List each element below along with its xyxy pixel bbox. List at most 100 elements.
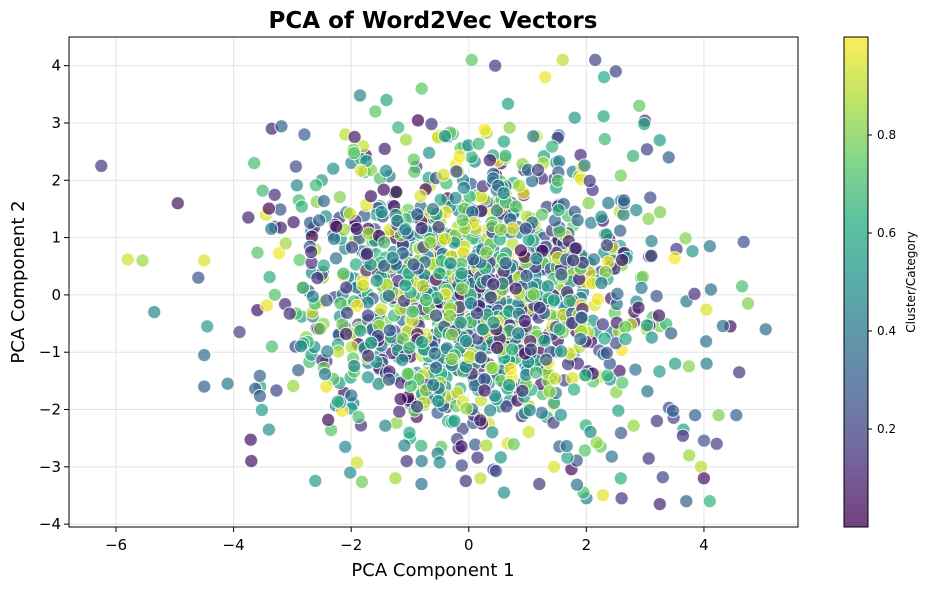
scatter-point <box>286 378 301 394</box>
scatter-point <box>578 368 593 383</box>
scatter-point <box>679 494 694 509</box>
scatter-point <box>444 352 459 367</box>
scatter-point <box>615 375 630 390</box>
scatter-point <box>255 183 270 198</box>
scatter-point <box>505 221 520 236</box>
scatter-point <box>470 450 485 465</box>
scatter-point <box>286 215 301 230</box>
scatter-point <box>615 252 630 268</box>
scatter-point <box>350 298 365 313</box>
scatter-point <box>432 455 447 470</box>
scatter-point <box>339 280 354 295</box>
scatter-point <box>678 231 693 246</box>
scatter-point <box>699 302 714 317</box>
scatter-point <box>490 340 505 355</box>
scatter-point <box>294 199 309 214</box>
scatter-point <box>398 222 413 237</box>
scatter-point <box>282 306 297 321</box>
scatter-point <box>534 207 550 222</box>
scatter-point <box>267 287 282 302</box>
scatter-point <box>423 235 438 250</box>
y-tick-label: −3 <box>39 458 61 476</box>
scatter-point <box>289 178 304 193</box>
scatter-point <box>566 382 582 397</box>
scatter-point <box>552 322 567 337</box>
scatter-point <box>652 133 667 148</box>
scatter-point <box>550 173 565 188</box>
scatter-point <box>618 320 633 335</box>
scatter-point <box>342 206 358 221</box>
scatter-point <box>304 244 319 260</box>
scatter-point <box>709 436 724 451</box>
scatter-point <box>433 192 448 207</box>
scatter-point <box>369 273 384 288</box>
scatter-point <box>293 339 309 354</box>
y-tick-label: −1 <box>39 343 61 361</box>
scatter-point <box>437 129 453 144</box>
scatter-point <box>319 379 334 394</box>
scatter-point <box>664 326 679 341</box>
scatter-point <box>454 458 469 473</box>
scatter-point <box>735 279 750 294</box>
colorbar-tick-label: 0.8 <box>877 128 896 142</box>
scatter-point <box>532 300 547 315</box>
scatter-point <box>388 471 403 486</box>
scatter-point <box>399 454 414 469</box>
scatter-point <box>170 196 185 211</box>
scatter-point <box>503 361 518 377</box>
scatter-point <box>599 238 615 253</box>
scatter-point <box>665 403 681 418</box>
scatter-point <box>618 331 633 347</box>
scatter-point <box>305 289 320 304</box>
scatter-point <box>455 281 470 296</box>
scatter-point <box>506 437 521 452</box>
scatter-point <box>400 366 415 381</box>
colorbar-tick-label: 0.2 <box>877 422 896 436</box>
scatter-point <box>376 182 391 197</box>
scatter-point <box>381 372 397 387</box>
scatter-point <box>498 148 513 163</box>
scatter-point <box>574 310 589 325</box>
scatter-point <box>250 245 265 260</box>
scatter-point <box>453 315 468 330</box>
scatter-point <box>389 184 404 199</box>
scatter-point <box>496 134 511 149</box>
scatter-point <box>395 352 410 368</box>
scatter-point <box>653 205 668 220</box>
scatter-point <box>422 145 437 160</box>
scatter-point <box>403 378 418 393</box>
scatter-point <box>517 313 532 328</box>
scatter-point <box>424 116 439 132</box>
scatter-point <box>379 163 394 178</box>
scatter-point <box>601 195 616 211</box>
scatter-point <box>344 388 359 403</box>
scatter-point <box>539 352 554 367</box>
scatter-point <box>599 345 614 360</box>
scatter-point <box>644 330 659 345</box>
scatter-point <box>402 340 417 355</box>
scatter-point <box>471 136 486 151</box>
scatter-point <box>368 104 383 119</box>
scatter-point <box>639 318 655 333</box>
scatter-point <box>519 268 534 283</box>
scatter-point <box>319 293 334 308</box>
scatter-point <box>681 359 697 374</box>
scatter-point <box>597 132 612 147</box>
scatter-point <box>668 356 683 371</box>
scatter-point <box>329 219 344 234</box>
x-axis-label: PCA Component 1 <box>351 560 514 581</box>
scatter-point <box>463 296 478 311</box>
scatter-point <box>641 211 656 226</box>
scatter-point <box>545 139 560 154</box>
scatter-point <box>473 413 488 428</box>
scatter-point <box>352 88 368 103</box>
scatter-point <box>310 271 325 286</box>
scatter-point <box>321 412 336 427</box>
scatter-point <box>532 476 547 492</box>
scatter-point <box>326 231 342 246</box>
scatter-point <box>374 205 389 220</box>
scatter-point <box>436 167 451 182</box>
scatter-point <box>354 163 369 178</box>
scatter-point <box>595 317 610 332</box>
colorbar-label: Cluster/Category <box>904 231 918 332</box>
